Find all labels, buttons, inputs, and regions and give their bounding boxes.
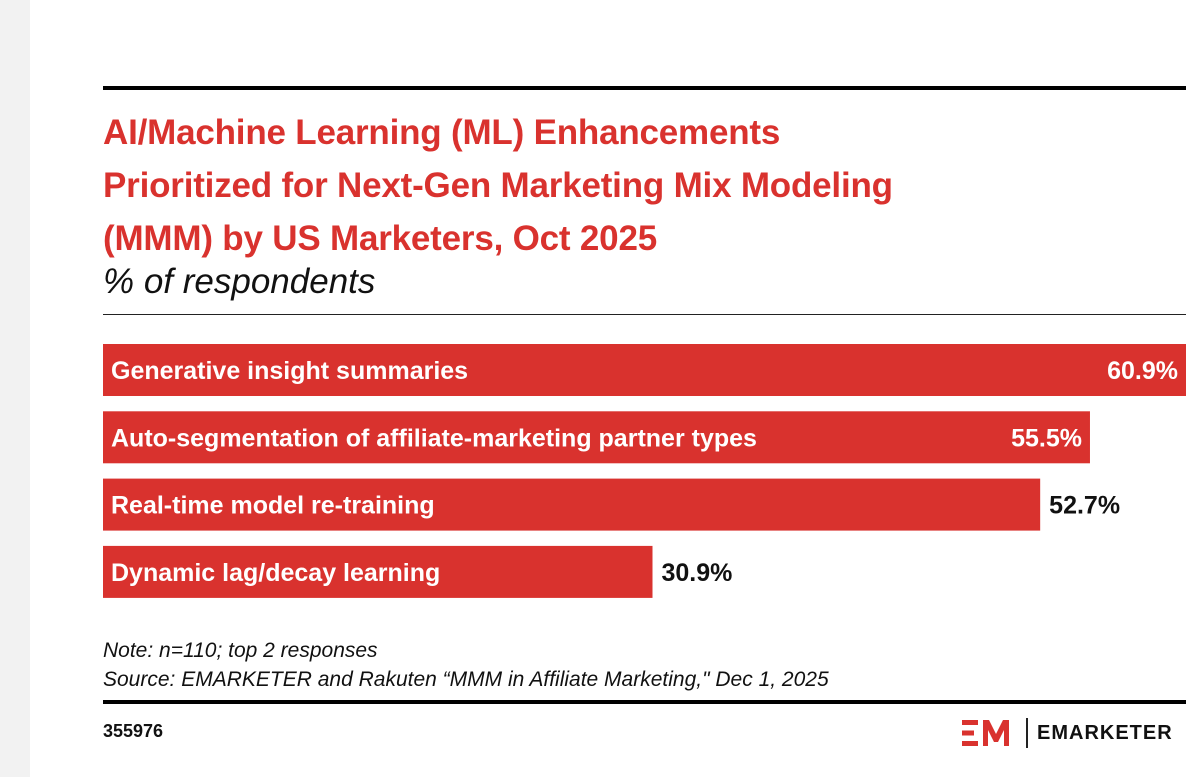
- chart-title: AI/Machine Learning (ML) Enhancements Pr…: [103, 106, 1186, 265]
- bar-2: [103, 411, 1090, 464]
- bar-label-1: Generative insight summaries: [111, 357, 468, 385]
- bar-4: [103, 545, 653, 598]
- value-label-4: 30.9%: [662, 559, 733, 587]
- chart-note: Note: n=110; top 2 responses: [103, 639, 378, 662]
- brand-divider: [1026, 718, 1028, 748]
- chart-subtitle: % of respondents: [103, 262, 376, 301]
- top-rule: [103, 86, 1186, 90]
- brand-name: EMARKETER: [1037, 721, 1173, 744]
- emarketer-logo-icon: [962, 720, 1009, 746]
- value-label-1: 60.9%: [1107, 357, 1178, 385]
- chart-title-line-2: Prioritized for Next-Gen Marketing Mix M…: [103, 166, 893, 205]
- bottom-rule: [103, 700, 1186, 704]
- bar-1: [103, 344, 1186, 396]
- left-margin-strip: [0, 0, 30, 777]
- brand-logo: EMARKETER: [962, 717, 1186, 749]
- value-label-3: 52.7%: [1049, 492, 1120, 520]
- bar-3: [103, 478, 1041, 531]
- chart-notes: Note: n=110; top 2 responses Source: EMA…: [103, 636, 829, 694]
- chart-id: 355976: [103, 721, 164, 741]
- bar-label-4: Dynamic lag/decay learning: [111, 559, 440, 587]
- chart-source: Source: EMARKETER and Rakuten “MMM in Af…: [103, 668, 829, 691]
- chart-title-line-3: (MMM) by US Marketers, Oct 2025: [103, 219, 657, 258]
- bar-label-2: Auto-segmentation of affiliate-marketing…: [111, 424, 757, 452]
- bar-label-3: Real-time model re-training: [111, 492, 435, 520]
- value-label-2: 55.5%: [1011, 424, 1082, 452]
- chart-title-line-1: AI/Machine Learning (ML) Enhancements: [103, 113, 781, 152]
- subtitle-rule: [103, 314, 1186, 315]
